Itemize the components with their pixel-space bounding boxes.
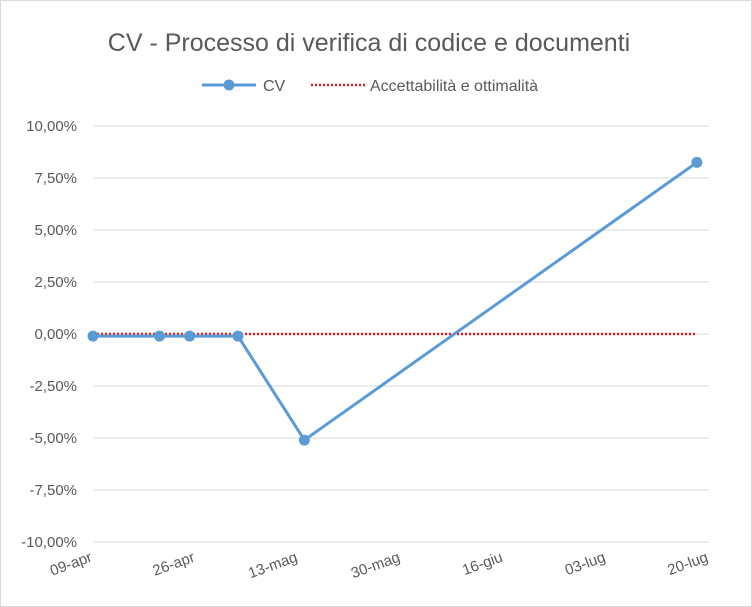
legend-item-cv[interactable]: CV: [202, 78, 286, 95]
y-tick-label: -5,00%: [29, 430, 77, 447]
x-tick-label: 16-giu: [460, 549, 505, 579]
cv-data-point[interactable]: [87, 330, 99, 342]
cv-data-point[interactable]: [298, 434, 310, 446]
x-tick-label: 26-apr: [150, 549, 197, 580]
cv-data-point[interactable]: [691, 156, 703, 168]
chart-title: CV - Processo di verifica di codice e do…: [108, 29, 630, 57]
y-tick-label: 2,50%: [34, 274, 77, 291]
x-tick-label: 30-mag: [349, 549, 403, 582]
legend-threshold-label: Accettabilità e ottimalità: [370, 78, 538, 95]
x-tick-label: 03-lug: [563, 549, 608, 579]
series-layer: [87, 156, 703, 446]
legend-item-threshold[interactable]: Accettabilità e ottimalità: [311, 78, 538, 95]
y-tick-label: 7,50%: [34, 170, 77, 187]
y-tick-label: 10,00%: [26, 118, 77, 135]
y-tick-label: 5,00%: [34, 222, 77, 239]
legend: CV Accettabilità e ottimalità: [202, 78, 538, 95]
y-tick-label: -7,50%: [29, 482, 77, 499]
legend-cv-label: CV: [263, 78, 286, 95]
y-tick-label: -2,50%: [29, 378, 77, 395]
y-tick-label: 0,00%: [34, 326, 77, 343]
x-axis-ticks: 09-apr 26-apr 13-mag 30-mag 16-giu 03-lug 20-l…: [48, 549, 711, 582]
cv-data-point[interactable]: [184, 330, 196, 342]
x-tick-label: 20-lug: [665, 549, 710, 579]
y-tick-label: -10,00%: [21, 534, 77, 551]
series-cv-line: [93, 161, 698, 442]
legend-cv-marker-icon: [223, 79, 235, 91]
x-tick-label: 09-apr: [48, 549, 95, 580]
cv-data-point[interactable]: [232, 330, 244, 342]
x-tick-label: 13-mag: [246, 549, 300, 582]
cv-data-point[interactable]: [153, 330, 165, 342]
y-axis-ticks: 10,00% 7,50% 5,00% 2,50% 0,00% -2,50% -5,00% -7…: [21, 118, 77, 551]
